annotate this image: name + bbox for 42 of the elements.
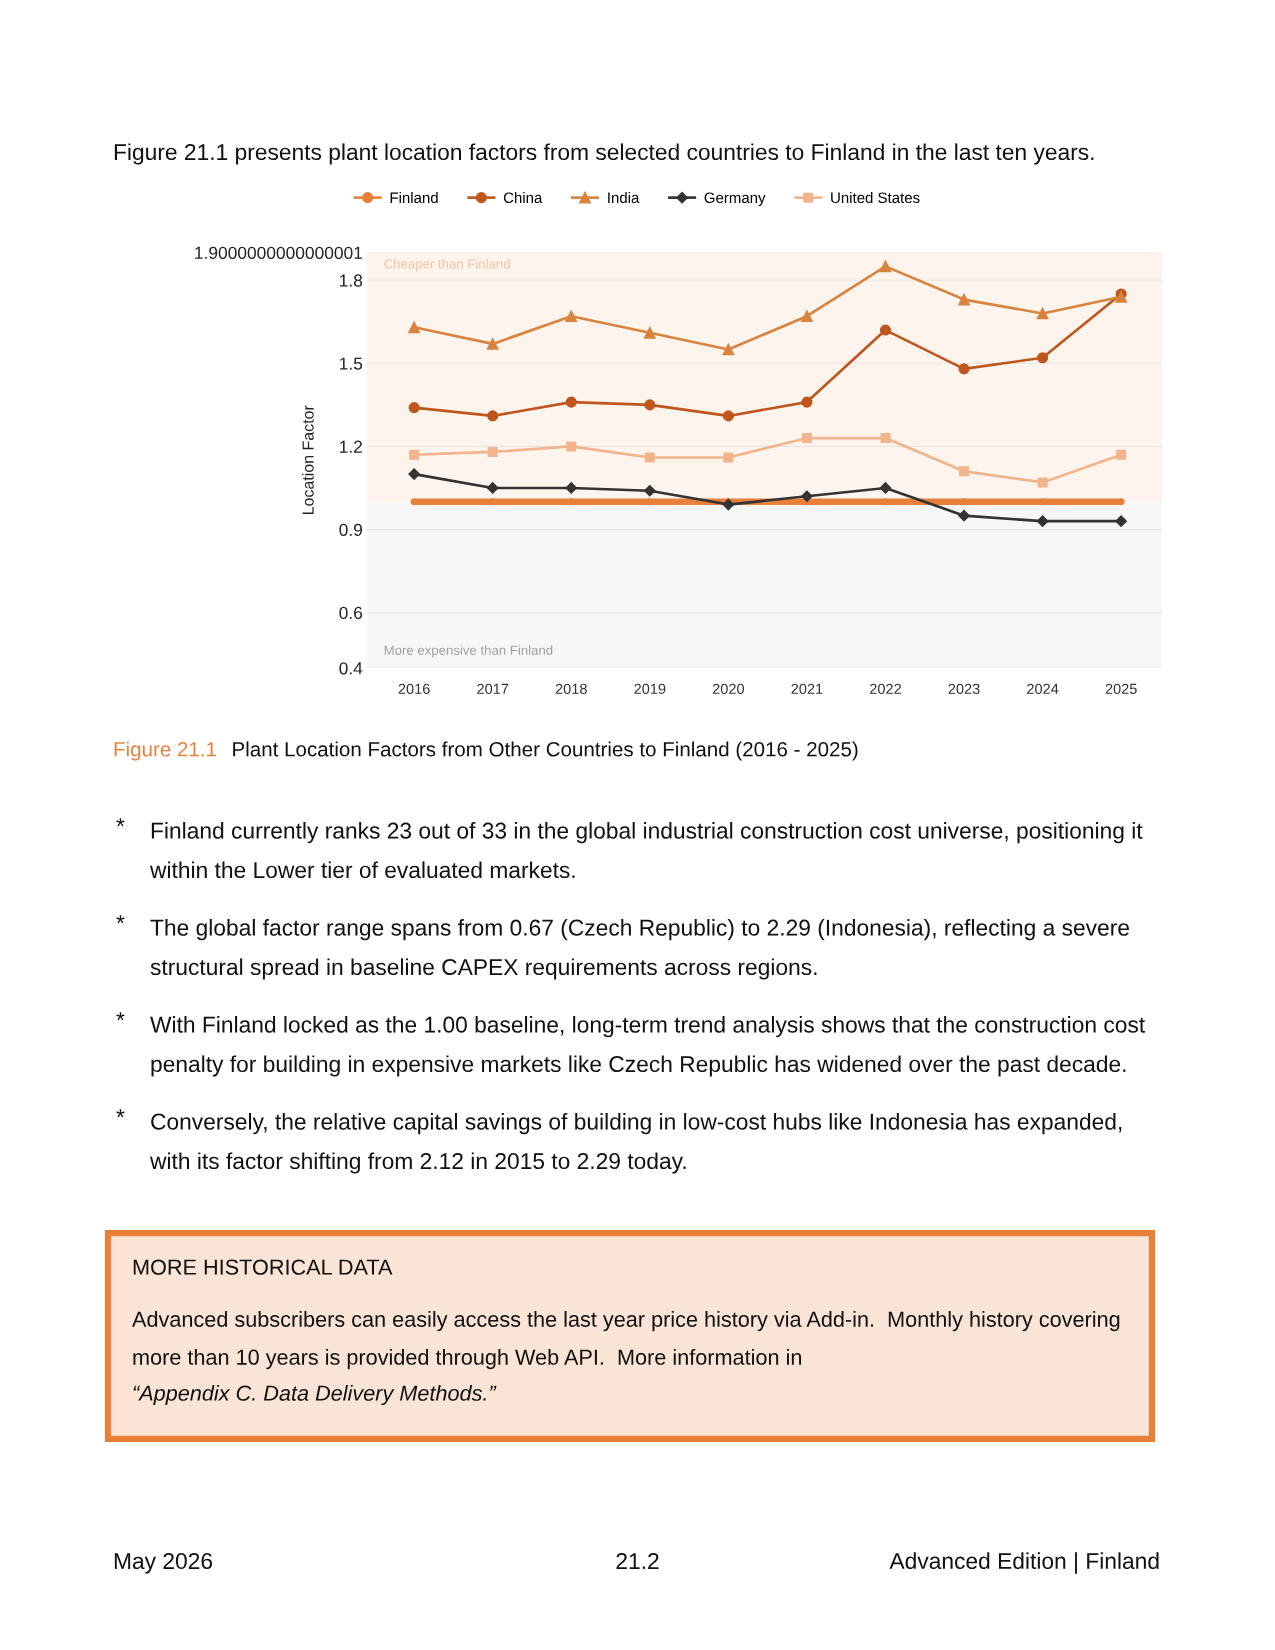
legend-label: Germany (704, 192, 766, 206)
x-tick-label: 2023 (948, 683, 980, 694)
x-tick-label: 2020 (712, 683, 745, 694)
x-tick-label: 2017 (477, 683, 509, 694)
legend-label: India (608, 192, 640, 204)
x-tick-label: 2016 (398, 683, 430, 694)
text: The global factor range spans from 0.67 (Czech Republic) to 2.29 (Indonesia), reflecting a severe structural spread in baseline CAPEX requirements across regions. (150, 919, 1129, 980)
y-axis-title: Location Factor (302, 405, 314, 514)
text: * (116, 915, 125, 924)
x-tick-label: 2021 (791, 683, 823, 694)
caption: Figure 21.1 (114, 741, 216, 761)
text: MORE HISTORICAL DATA (133, 1259, 393, 1275)
text: Conversely, the relative capital savings of building in low-cost hubs like Indonesia has expanded, with its factor shifting from 2.12 in 2015 to 2.29 today. (149, 1113, 1122, 1174)
x-tick-label: 2018 (555, 683, 587, 694)
text: Advanced Edition | Finland (889, 1552, 1159, 1574)
text: Finland currently ranks 23 out of 33 in the global industrial construction cost universe, positioning it within the Lower tier of evaluated markets. (149, 822, 1143, 879)
x-tick-label: 2025 (1105, 683, 1137, 694)
text: * (116, 1012, 125, 1021)
text: With Finland locked as the 1.00 baseline, long-term trend analysis shows that the construction cost penalty for building in expensive markets like Czech Republic has widened over the past decade. (150, 1016, 1145, 1077)
x-tick-label: 2024 (1027, 683, 1059, 694)
band-label: Cheaper than Finland (384, 258, 510, 272)
y-tick-label: 0.6 (339, 606, 363, 620)
text: Plant Location Factors from Other Countries to Finland (2016 - 2025) (233, 741, 858, 761)
band-label: More expensive than Finland (384, 645, 553, 658)
legend-label: Finland (390, 192, 438, 204)
text: May 2026 (114, 1552, 213, 1574)
x-tick-label: 2019 (634, 683, 666, 694)
caption: Figure 21.1 presents plant location factors from selected countries to Finland in the last ten years. (114, 143, 1094, 165)
y-tick-label: 1.5 (340, 357, 363, 370)
text: 21.2 (616, 1552, 659, 1569)
x-tick-label: 2022 (869, 683, 901, 694)
y-tick-label: 0.9 (339, 523, 363, 536)
y-tick-label: 0.4 (339, 662, 363, 675)
y-tick-label: 1.2 (340, 440, 362, 453)
text: * (116, 1109, 125, 1118)
text: “Appendix C. Data Delivery Methods.” (133, 1384, 497, 1406)
text: Advanced subscribers can easily access the last year price history via Add-in. Monthly history covering more than 10 years is provided through Web API. More information in (132, 1311, 1120, 1370)
y-tick-label: 1.8 (340, 274, 363, 287)
legend-label: United States (831, 192, 920, 204)
y-tick-label: 1.9000000000000001 (195, 246, 362, 259)
legend-label: China (503, 192, 543, 204)
text: * (116, 818, 125, 827)
